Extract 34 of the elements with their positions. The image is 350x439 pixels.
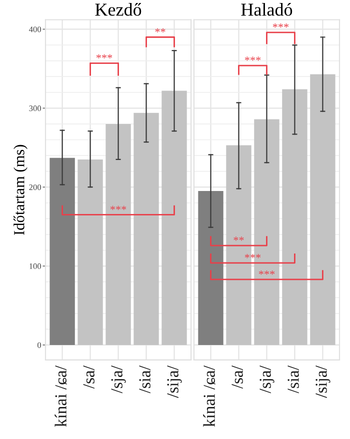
annotation: *** [96, 54, 112, 58]
x-tick-label: /sja/ [111, 366, 126, 394]
x-tick-label: kínai /ɕa/ [54, 366, 67, 427]
annotation: *** [272, 24, 289, 28]
y-tick-label: 200 [29, 184, 42, 190]
annotation: *** [110, 206, 126, 210]
annotation: *** [244, 56, 261, 61]
bar [282, 89, 308, 345]
x-tick-label: kínai /ɕa/ [203, 366, 216, 427]
bar [106, 124, 131, 345]
annotation: *** [258, 270, 275, 275]
bar [50, 158, 75, 345]
annotation: ** [234, 236, 244, 241]
x-tick-label: /sia/ [288, 366, 299, 394]
x-tick-label: /sa/ [83, 366, 94, 389]
y-tick-label: 400 [28, 26, 42, 32]
y-axis-title: Időtartam (ms) [14, 144, 28, 235]
annotation: ** [155, 28, 166, 32]
bar [162, 90, 187, 345]
bar [134, 112, 159, 345]
chart-title: Haladó [241, 3, 292, 16]
x-tick-label: /sija/ [316, 366, 330, 398]
chart-title: Kezdő [95, 3, 142, 16]
y-tick-label: 300 [29, 106, 42, 112]
annotation: *** [244, 254, 261, 258]
bar [310, 74, 336, 345]
x-tick-label: /sija/ [167, 366, 182, 398]
y-tick-label: 100 [30, 263, 42, 270]
bar [78, 159, 103, 345]
x-tick-label: /sja/ [260, 366, 274, 394]
x-tick-label: /sa/ [232, 366, 243, 389]
y-tick-label: 0 [37, 342, 42, 348]
x-tick-label: /sia/ [139, 366, 150, 394]
bar [198, 191, 224, 345]
